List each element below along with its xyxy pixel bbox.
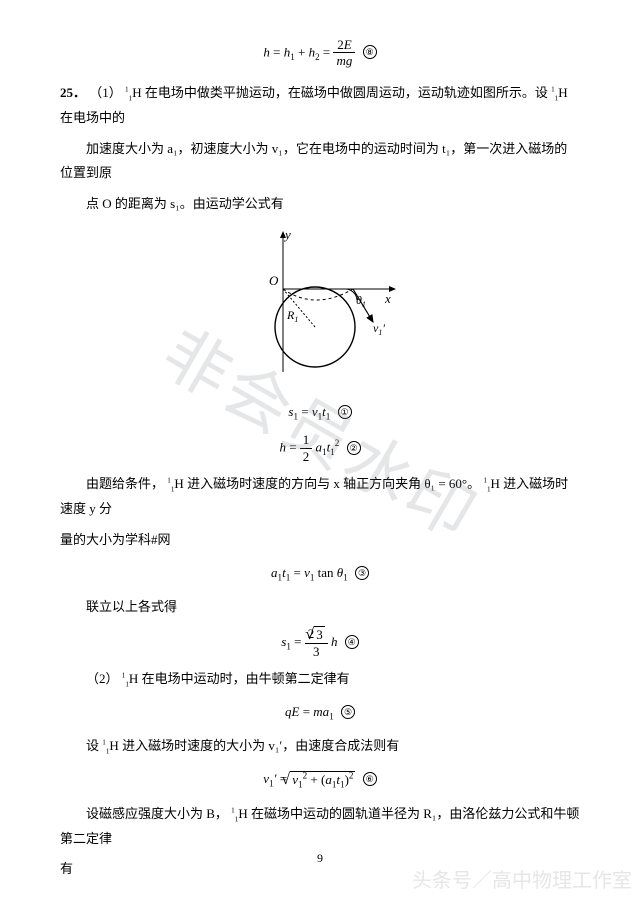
- isotope-h: 11H: [122, 671, 139, 686]
- paragraph-2: 加速度大小为 a₁，初速度大小为 v₁，它在电场中的运动时间为 t₁，第一次进入…: [60, 137, 580, 186]
- p8a: 设: [86, 738, 99, 753]
- isotope-h: 11H: [551, 85, 568, 100]
- trajectory-figure: O y x R1 θ1 v1′: [60, 227, 580, 386]
- isotope-h: 11H: [167, 476, 184, 491]
- isotope-h: 11H: [102, 738, 119, 753]
- isotope-h: 11H: [483, 476, 500, 491]
- isotope-h: 11H: [231, 806, 248, 821]
- isotope-h: 11H: [125, 85, 142, 100]
- radius-label: R1: [286, 308, 298, 324]
- equation-qE: qE = ma1 ⑤: [60, 700, 580, 726]
- paragraph-4: 由题给条件， 11H 进入磁场时速度的方向与 x 轴正方向夹角 θ₁ = 60°…: [60, 472, 580, 522]
- p1c: 在电场中的: [60, 110, 125, 125]
- eq-marker-4: ④: [345, 635, 359, 649]
- equation-h: h = 12 a1t12 ②: [60, 433, 580, 464]
- eq-marker-1: ①: [338, 405, 352, 419]
- eq-marker-6: ⑥: [363, 772, 377, 786]
- equation-tan: a1t1 = v1 tan θ1 ③: [60, 561, 580, 587]
- p1b: 在电场中做类平抛运动，在磁场中做圆周运动，运动轨迹如图所示。设: [145, 85, 548, 100]
- part-1-label: （1）: [89, 85, 122, 100]
- eq-marker-2: ②: [347, 441, 361, 455]
- y-label: y: [283, 227, 291, 242]
- paragraph-1: 25． （1） 11H 在电场中做类平抛运动，在磁场中做圆周运动，运动轨迹如图所…: [60, 81, 580, 131]
- velocity-label: v1′: [373, 321, 385, 337]
- p9a: 设磁感应强度大小为 B，: [86, 806, 228, 821]
- paragraph-8: 设 11H 进入磁场时速度的大小为 v₁′，由速度合成法则有: [60, 734, 580, 759]
- paragraph-6: 联立以上各式得: [60, 595, 580, 620]
- paragraph-3: 点 O 的距离为 s₁。由运动学公式有: [60, 192, 580, 217]
- paragraph-9: 设磁感应强度大小为 B， 11H 在磁场中运动的圆轨道半径为 R₁，由洛伦兹力公…: [60, 802, 580, 852]
- x-label: x: [384, 291, 391, 306]
- p7b: 在电场中运动时，由牛顿第二定律有: [142, 671, 350, 686]
- eq-marker-3: ③: [355, 566, 369, 580]
- eq-marker-8: ⑧: [363, 45, 377, 59]
- question-number: 25．: [60, 85, 86, 100]
- footer-attribution: 头条号／高中物理工作室: [412, 862, 632, 900]
- p4b: 进入磁场时速度的方向与 x 轴正方向夹角 θ₁ = 60°。: [187, 476, 480, 491]
- part-2-label: （2）: [86, 671, 119, 686]
- eq-marker-5: ⑤: [341, 705, 355, 719]
- equation-s1h: s1 = 2√3 3 h ④: [60, 627, 580, 659]
- paragraph-5: 量的大小为学科#网: [60, 528, 580, 553]
- p4a: 由题给条件，: [86, 476, 164, 491]
- p8b: 进入磁场时速度的大小为 v₁′，由速度合成法则有: [122, 738, 399, 753]
- equation-v1p: v1′ = √v12 + (a1t1)2 ⑥: [60, 767, 580, 793]
- equation-s1: s1 = v1t1 ①: [60, 400, 580, 426]
- paragraph-7: （2） 11H 在电场中运动时，由牛顿第二定律有: [60, 667, 580, 692]
- origin-label: O: [269, 273, 279, 288]
- equation-top: h = h1 + h2 = 2Emg ⑧: [60, 38, 580, 69]
